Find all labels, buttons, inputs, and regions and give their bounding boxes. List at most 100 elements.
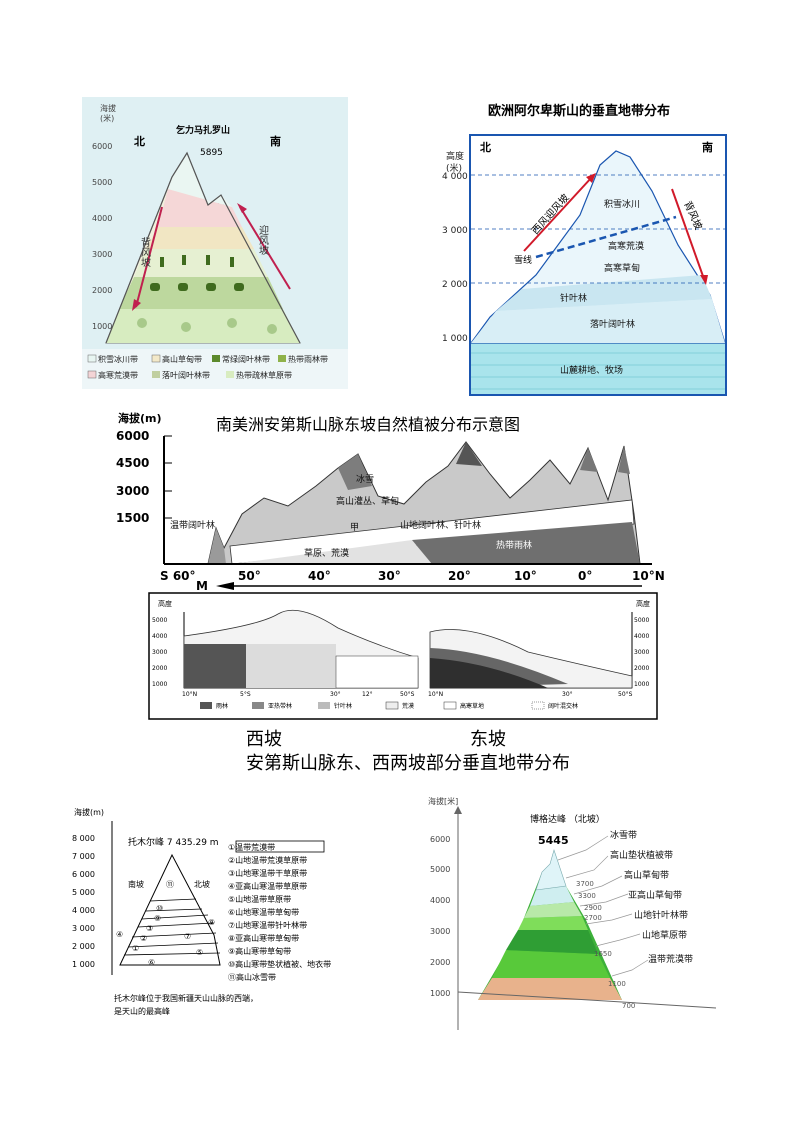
bogda-y-tick: 1000 xyxy=(430,989,450,998)
bogda-title: 博格达峰 （北坡） xyxy=(530,813,605,825)
bogda-zone-label: 山地针叶林带 xyxy=(634,909,688,921)
west-x-tick: 10°N xyxy=(182,691,197,698)
alps-axis-title: 高度 xyxy=(446,150,464,162)
legend-label: 荒漠 xyxy=(402,702,414,710)
legend-label: 亚热带林 xyxy=(268,702,292,710)
kilimanjaro-leeward-arrowhead xyxy=(132,299,141,311)
bogda-diagram: 海拔[米] 6000 5000 4000 3000 2000 1000 博格达峰… xyxy=(426,790,726,1030)
andes-peak-4 xyxy=(618,446,630,474)
legend-label: 雨林 xyxy=(216,702,228,710)
east-y-tick: 5000 xyxy=(634,617,649,624)
andes-peak-2 xyxy=(456,442,482,466)
tomur-y-axis: 8 000 7 000 6 000 5 000 4 000 3 000 2 00… xyxy=(72,834,95,969)
andes-zone-label: 热带雨林 xyxy=(496,539,532,551)
andes-slopes-diagram: 高度 5000 4000 3000 2000 1000 10°N 5°S 30°… xyxy=(148,592,658,720)
tomur-legend-item: ⑦山地寒温带针叶林带 xyxy=(228,920,307,930)
bogda-leader-lines xyxy=(557,835,649,977)
bogda-height-label: 1650 xyxy=(594,950,612,958)
tomur-north-label: 北坡 xyxy=(194,879,210,889)
andes-east-slope-diagram: 南美洲安第斯山脉东坡自然植被分布示意图 海拔(m) 6000 4500 3000… xyxy=(112,404,692,590)
andes-x-tick: 20° xyxy=(448,569,471,583)
alps-tick: 3 000 xyxy=(442,226,468,236)
andes-zone-label: 甲 xyxy=(350,522,359,533)
legend-label: 积雪冰川带 xyxy=(98,354,138,364)
bogda-snow-zone xyxy=(535,848,567,891)
tomur-legend: ①温带荒漠带 ②山地温带荒漠草原带 ③山地寒温带干草原带 ④亚高山寒温带草原带 … xyxy=(228,842,331,982)
andes-zone-label: 高山灌丛、草甸 xyxy=(336,495,399,507)
andes-slopes-legend: 雨林 亚热带林 针叶林 荒漠 高寒草地 阔叶混交林 xyxy=(200,701,578,710)
east-axis-title: 高度 xyxy=(636,599,650,608)
east-y-tick: 1000 xyxy=(634,681,649,688)
tomur-peak-label: 托木尔峰 7 435.29 m xyxy=(128,836,219,848)
andes-x-tick: 50° xyxy=(238,569,261,583)
kilimanjaro-y-axis: 海拔 (米) 6000 5000 4000 3000 2000 1000 xyxy=(92,103,116,331)
west-x-tick: 50°S xyxy=(400,691,415,698)
west-y-tick: 3000 xyxy=(152,649,167,656)
andes-zone-label: 温带阔叶林 xyxy=(170,519,215,531)
tomur-legend-item: ⑧亚高山寒带草甸带 xyxy=(228,933,299,943)
alps-deciduous-zone xyxy=(471,299,725,343)
kilimanjaro-tick: 1000 xyxy=(92,322,112,331)
andes-zone-label: 冰雪 xyxy=(356,473,374,485)
kilimanjaro-windward-arrow xyxy=(239,206,291,290)
alps-snowline xyxy=(535,215,677,259)
legend-label: 落叶阔叶林带 xyxy=(162,370,210,380)
west-y-tick: 2000 xyxy=(152,665,167,672)
west-slope-chart: 高度 5000 4000 3000 2000 1000 10°N 5°S 30°… xyxy=(152,599,419,698)
tomur-zone-number: ④ xyxy=(116,930,123,939)
andes-x-tick: 40° xyxy=(308,569,331,583)
bogda-y-tick: 6000 xyxy=(430,835,450,844)
kilimanjaro-tick: 5000 xyxy=(92,178,112,187)
tomur-zone-number: ⑥ xyxy=(148,958,155,967)
tomur-y-tick: 3 000 xyxy=(72,924,95,933)
andes-y-tick: 6000 xyxy=(116,429,149,443)
legend-label: 针叶林 xyxy=(334,702,352,710)
legend-swatch xyxy=(212,355,220,362)
tomur-south-label: 南坡 xyxy=(128,879,144,889)
alps-foothill-pattern xyxy=(471,352,725,390)
kilimanjaro-windward-label: 迎风坡 xyxy=(257,225,269,256)
tomur-legend-item: ⑥山地寒温带草甸带 xyxy=(228,907,299,917)
east-slope-label: 东坡 xyxy=(470,729,506,750)
kilimanjaro-svg: 海拔 (米) 6000 5000 4000 3000 2000 1000 北 南… xyxy=(82,97,348,389)
andes-x-tick: 10° xyxy=(514,569,537,583)
alps-tick: 1 000 xyxy=(442,334,468,344)
alps-title: 欧洲阿尔卑斯山的垂直地带分布 xyxy=(488,103,670,119)
legend-label: 热带疏林草原带 xyxy=(236,370,292,380)
andes-y-axis: 6000 4500 3000 1500 xyxy=(116,429,149,525)
tomur-y-tick: 1 000 xyxy=(72,960,95,969)
tomur-legend-item: ⑤山地温带草原带 xyxy=(228,894,291,904)
andes-y-tick: 4500 xyxy=(116,456,149,470)
kilimanjaro-tick: 4000 xyxy=(92,214,112,223)
east-y-tick: 2000 xyxy=(634,665,649,672)
legend-swatch xyxy=(318,702,330,709)
tomur-zone-numbers: ⑪ ⑩ ⑨ ⑧ ④ ③ ⑦ ② ① ⑤ ⑥ xyxy=(116,880,215,967)
legend-label: 高寒荒漠带 xyxy=(98,370,138,380)
legend-swatch xyxy=(278,355,286,362)
andes-snow-peak xyxy=(338,454,372,490)
andes-axis-title: 海拔(m) xyxy=(118,411,162,425)
bogda-zone-labels: 冰雪带 高山垫状植被带 高山草甸带 亚高山草甸带 山地针叶林带 山地草原带 温带… xyxy=(610,829,693,965)
tomur-y-tick: 2 000 xyxy=(72,942,95,951)
andes-arrow-label: M xyxy=(196,579,208,590)
alps-zone-label: 针叶林 xyxy=(560,292,587,304)
bogda-height-label: 3300 xyxy=(578,892,596,900)
bogda-zone-label: 高山垫状植被带 xyxy=(610,849,673,861)
east-y-tick: 3000 xyxy=(634,649,649,656)
tomur-svg: 海拔(m) 8 000 7 000 6 000 5 000 4 000 3 00… xyxy=(72,807,331,1016)
andes-x-tick: 10°N xyxy=(632,569,665,583)
alps-gridlines xyxy=(471,174,725,284)
west-y-tick: 4000 xyxy=(152,633,167,640)
legend-swatch xyxy=(252,702,264,709)
alps-svg: 欧洲阿尔卑斯山的垂直地带分布 高度 (米) 4 000 3 000 2 000 … xyxy=(442,103,727,396)
andes-y-tick: 1500 xyxy=(116,511,149,525)
west-x-tick: 12° xyxy=(362,691,373,698)
west-y-tick: 1000 xyxy=(152,681,167,688)
andes-temperate-zone xyxy=(208,528,226,564)
bogda-y-tick: 2000 xyxy=(430,958,450,967)
andes-zone-label: 草原、荒漠 xyxy=(304,547,349,559)
alps-zone-label: 落叶阔叶林 xyxy=(590,318,635,330)
alps-zone-label: 高寒荒漠 xyxy=(608,240,644,252)
andes-forest-band xyxy=(229,499,635,565)
tomur-axis-title: 海拔(m) xyxy=(74,807,104,817)
